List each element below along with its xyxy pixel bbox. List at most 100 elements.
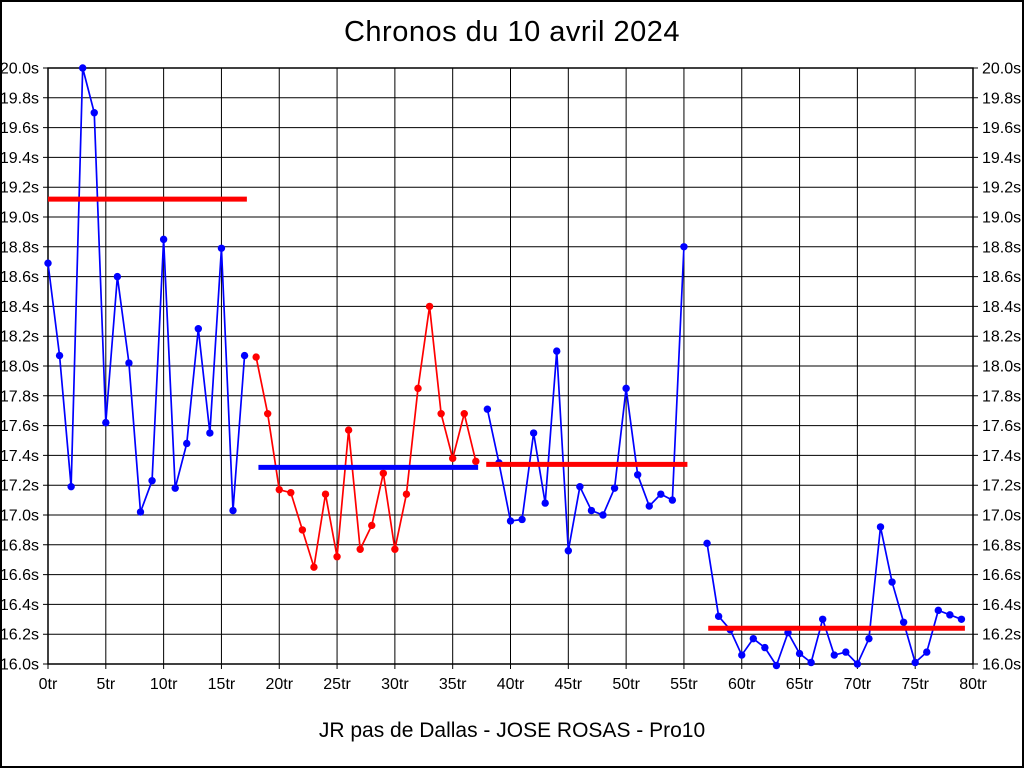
data-point-marker	[437, 409, 445, 418]
data-point-marker	[67, 482, 75, 491]
series-polyline-relais-1	[47, 67, 246, 513]
data-point-marker	[171, 484, 179, 492]
y-axis-tick-label-right: 18.2s	[982, 329, 1021, 346]
data-point-marker	[564, 547, 573, 555]
data-point-marker	[784, 629, 792, 637]
x-axis-tick-label: 70tr	[844, 676, 872, 693]
data-point-marker	[183, 439, 191, 448]
y-axis-tick-label-left: 17.8s	[2, 388, 39, 405]
data-point-marker	[414, 384, 422, 393]
y-axis-tick-label-right: 17.6s	[982, 418, 1021, 435]
data-point-marker	[472, 457, 480, 466]
data-point-marker	[425, 302, 434, 311]
data-point-marker	[44, 259, 52, 267]
data-point-marker	[78, 64, 87, 72]
y-axis-tick-label-left: 18.2s	[2, 329, 39, 346]
x-axis-tick-label: 65tr	[786, 676, 814, 693]
data-point-marker	[194, 325, 203, 333]
data-point-marker	[460, 409, 468, 418]
y-axis-tick-label-right: 16.4s	[982, 597, 1021, 614]
data-point-marker	[125, 359, 133, 367]
plot-border	[47, 67, 974, 665]
data-point-marker	[298, 526, 307, 534]
y-axis-tick-label-right: 19.0s	[982, 210, 1021, 227]
data-point-marker	[957, 615, 966, 623]
y-axis-tick-label-right: 17.8s	[982, 388, 1021, 405]
data-point-marker	[865, 634, 873, 643]
x-axis-tick-label: 30tr	[381, 676, 409, 693]
data-point-marker	[610, 484, 619, 492]
y-axis-tick-label-left: 18.0s	[2, 359, 39, 376]
data-point-marker	[136, 508, 145, 516]
x-axis-tick-label: 40tr	[497, 676, 525, 693]
y-axis-tick-label-right: 16.0s	[982, 657, 1021, 674]
data-point-marker	[506, 517, 515, 525]
data-point-marker	[645, 502, 653, 510]
data-point-marker	[310, 563, 318, 571]
y-axis-tick-label-right: 20.0s	[982, 61, 1021, 78]
x-axis-tick-label: 35tr	[439, 676, 467, 693]
data-point-marker	[576, 482, 584, 491]
x-axis-tick-label: 5tr	[96, 676, 115, 693]
data-point-marker	[483, 405, 492, 413]
y-axis-tick-label-right: 18.8s	[982, 239, 1021, 256]
data-point-marker	[287, 488, 295, 497]
data-point-marker	[252, 353, 260, 361]
data-point-marker	[807, 658, 815, 667]
y-axis-tick-label-right: 17.0s	[982, 508, 1021, 525]
y-axis-tick-label-left: 19.2s	[2, 180, 39, 197]
data-point-marker	[680, 243, 688, 251]
series-polyline-relais-2	[255, 305, 477, 569]
y-axis-tick-label-right: 19.2s	[982, 180, 1021, 197]
series-polyline-relais-4	[706, 526, 962, 667]
data-point-marker	[206, 429, 214, 437]
y-axis-tick-label-right: 17.2s	[982, 478, 1021, 495]
data-point-marker	[240, 351, 249, 360]
y-axis-tick-label-left: 16.4s	[2, 597, 39, 614]
data-point-marker	[229, 506, 237, 515]
series-polyline-relais-3	[486, 246, 685, 552]
y-axis-tick-label-left: 16.2s	[2, 627, 39, 644]
x-axis-tick-label: 20tr	[265, 676, 293, 693]
data-point-marker	[541, 499, 549, 507]
data-point-marker	[113, 272, 122, 281]
data-point-marker	[379, 469, 388, 477]
y-axis-tick-label-left: 19.8s	[2, 90, 39, 107]
data-point-marker	[761, 643, 769, 652]
data-point-marker	[263, 409, 272, 418]
data-point-marker	[714, 612, 723, 621]
y-axis-tick-label-left: 17.4s	[2, 448, 39, 465]
data-point-marker	[275, 485, 283, 494]
data-point-marker	[55, 351, 64, 360]
data-point-marker	[876, 523, 885, 531]
y-axis-tick-label-right: 17.4s	[982, 448, 1021, 465]
data-point-marker	[159, 235, 168, 244]
y-axis-tick-label-left: 19.4s	[2, 150, 39, 167]
data-point-marker	[448, 454, 457, 463]
data-point-marker	[587, 506, 596, 515]
data-point-marker	[888, 578, 896, 586]
x-axis-tick-label: 55tr	[670, 676, 698, 693]
chart-caption: JR pas de Dallas - JOSE ROSAS - Pro10	[318, 719, 706, 742]
y-axis-tick-label-right: 18.6s	[982, 269, 1021, 286]
y-axis-tick-label-left: 18.4s	[2, 299, 39, 316]
y-axis-tick-label-left: 16.6s	[2, 567, 39, 584]
x-axis-tick-label: 60tr	[728, 676, 756, 693]
chart-title: Chronos du 10 avril 2024	[343, 16, 681, 48]
x-axis-tick-label: 50tr	[612, 676, 640, 693]
y-axis-tick-label-left: 18.6s	[2, 269, 39, 286]
data-point-marker	[703, 539, 711, 548]
data-point-marker	[321, 490, 330, 498]
x-axis-tick-label: 25tr	[323, 676, 351, 693]
data-point-marker	[911, 658, 919, 667]
y-axis-tick-label-left: 18.8s	[2, 239, 39, 256]
data-point-marker	[749, 634, 758, 643]
data-point-marker	[923, 648, 931, 656]
data-point-marker	[217, 244, 226, 252]
data-point-marker	[518, 515, 526, 524]
x-axis-tick-label: 10tr	[150, 676, 178, 693]
y-axis-tick-label-left: 20.0s	[2, 61, 39, 78]
data-point-marker	[668, 496, 677, 504]
y-axis-tick-label-right: 18.0s	[982, 359, 1021, 376]
